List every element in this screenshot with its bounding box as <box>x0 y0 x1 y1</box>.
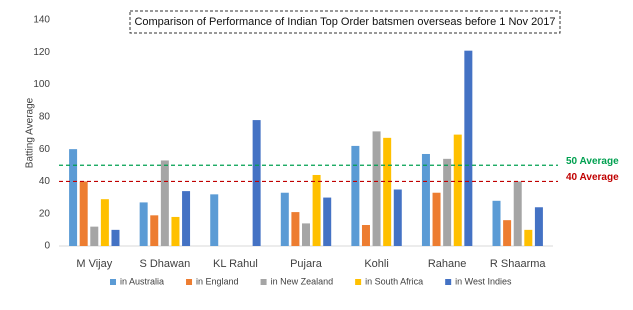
legend-label: in Australia <box>120 276 164 286</box>
y-tick-label: 120 <box>33 47 50 58</box>
y-tick-label: 140 <box>33 15 50 26</box>
bar <box>312 174 321 246</box>
bar <box>492 200 501 246</box>
bar <box>291 212 300 246</box>
bar <box>139 202 148 246</box>
x-tick-label: S Dhawan <box>139 258 190 270</box>
x-tick-label: Kohli <box>364 258 388 270</box>
y-tick-label: 0 <box>44 241 50 252</box>
legend-label: in England <box>196 276 239 286</box>
y-tick-label: 60 <box>39 144 51 155</box>
x-tick-label: KL Rahul <box>213 258 258 270</box>
legend-swatch <box>110 279 116 285</box>
x-tick-label: Pujara <box>290 258 323 270</box>
reference-label: 40 Average <box>566 172 619 183</box>
legend-swatch <box>260 279 267 285</box>
bar <box>432 192 441 246</box>
y-tick-label: 40 <box>39 176 51 187</box>
bar <box>534 207 543 246</box>
y-tick-label: 20 <box>39 208 51 219</box>
bar <box>323 197 332 246</box>
legend-swatch <box>445 279 452 285</box>
bar <box>503 220 512 246</box>
bar <box>513 181 522 246</box>
legend-label: in South Africa <box>365 276 423 286</box>
y-tick-label: 80 <box>39 111 51 122</box>
x-tick-label: Rahane <box>428 258 467 270</box>
bar <box>90 226 99 246</box>
legend-swatch <box>355 279 362 285</box>
x-tick-label: M Vijay <box>76 258 112 270</box>
bar <box>372 131 381 246</box>
bar <box>252 120 261 246</box>
y-tick-label: 100 <box>33 79 50 90</box>
bar <box>111 229 120 246</box>
title-box <box>129 10 561 34</box>
bar <box>524 229 533 246</box>
x-tick-label: R Shaarma <box>490 258 547 270</box>
bar <box>302 223 310 246</box>
legend-swatch <box>186 279 193 285</box>
bar <box>393 189 402 246</box>
y-axis-label: Batting Average <box>25 97 36 168</box>
bar <box>443 158 452 246</box>
bar <box>150 215 159 246</box>
bar <box>171 216 180 246</box>
bar <box>421 153 430 246</box>
bar <box>160 160 169 246</box>
legend-label: in New Zealand <box>271 276 334 286</box>
bar <box>182 191 191 246</box>
chart-title: Comparison of Performance of Indian Top … <box>134 16 555 28</box>
bar <box>79 181 88 246</box>
legend-label: in West Indies <box>455 276 512 286</box>
bar <box>361 225 370 246</box>
bar <box>383 137 392 246</box>
reference-label: 50 Average <box>566 156 619 167</box>
bar <box>464 50 473 246</box>
bar <box>280 192 289 246</box>
bar <box>210 194 219 246</box>
bar <box>351 145 360 246</box>
bar <box>69 149 78 246</box>
bar <box>100 199 109 246</box>
bar <box>453 134 462 246</box>
